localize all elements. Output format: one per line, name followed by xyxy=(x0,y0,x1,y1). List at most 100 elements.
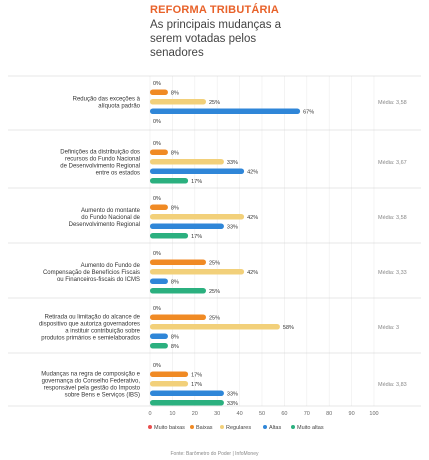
data-label: 17% xyxy=(191,179,202,185)
legend-marker xyxy=(220,425,224,429)
source-note: Fonte: Barômetro do Poder | InfoMoney xyxy=(170,451,259,457)
category-label: sobre Bens e Serviços (IBS) xyxy=(65,392,140,398)
bar-altas xyxy=(150,333,168,339)
bar-baixas xyxy=(150,204,168,210)
category-label: ou Financeiros-fiscais do ICMS xyxy=(57,277,140,283)
data-label: 25% xyxy=(209,289,220,295)
data-label: 0% xyxy=(153,141,161,147)
x-tick-label: 90 xyxy=(349,411,355,417)
data-label: 0% xyxy=(153,119,161,125)
bar-chart: 0 10 20 30 40 50 60 70 80 90 100 Redução das exceçõ… xyxy=(8,75,421,431)
x-tick-label: 0 xyxy=(148,411,151,417)
data-label: 0% xyxy=(153,306,161,312)
data-label: 8% xyxy=(171,205,179,211)
category-label: do Fundo Nacional de xyxy=(81,215,140,221)
x-tick-label: 40 xyxy=(237,411,243,417)
x-tick-label: 50 xyxy=(259,411,265,417)
media-label: Média: 3,58 xyxy=(378,100,407,106)
legend-marker xyxy=(263,425,267,429)
data-label: 17% xyxy=(191,372,202,378)
data-label: 25% xyxy=(209,260,220,266)
data-label: 42% xyxy=(247,169,258,175)
data-label: 0% xyxy=(153,251,161,257)
legend-marker xyxy=(291,425,295,429)
bar-baixas xyxy=(150,259,206,265)
data-label: 8% xyxy=(171,150,179,156)
data-label: 25% xyxy=(209,100,220,106)
x-tick-label: 30 xyxy=(214,411,220,417)
bar-muito-altas xyxy=(150,288,206,294)
category-label: Desenvolvimento Regional xyxy=(69,222,140,228)
data-label: 0% xyxy=(153,196,161,202)
bar-baixas xyxy=(150,149,168,155)
data-label: 8% xyxy=(171,344,179,350)
legend-entry: Muito baixas xyxy=(154,425,185,431)
bar-muito-altas xyxy=(150,178,189,184)
data-label: 17% xyxy=(191,234,202,240)
category-label: a instituir contribuição sobre xyxy=(65,328,140,334)
data-label: 33% xyxy=(227,391,238,397)
x-tick-label: 100 xyxy=(369,411,378,417)
data-label: 33% xyxy=(227,160,238,166)
bar-altas xyxy=(150,278,168,284)
bar-regulares xyxy=(150,324,280,330)
bar-muito-altas xyxy=(150,400,224,406)
bar-muito-altas xyxy=(150,233,189,239)
bar-regulares xyxy=(150,381,189,387)
bar-baixas xyxy=(150,314,206,320)
legend-marker xyxy=(190,425,194,429)
category-label: de Desenvolvimento Regional xyxy=(60,163,140,169)
media-label: Média: 3,58 xyxy=(378,215,407,221)
legend-entry: Baixas xyxy=(196,425,213,431)
category-label: Retirada ou limitação do alcance de xyxy=(45,314,141,320)
bar-altas xyxy=(150,168,245,174)
x-tick-label: 10 xyxy=(169,411,175,417)
category-label: Aumento do montante xyxy=(81,208,141,214)
category-label: produtos primários e semielaborados xyxy=(41,335,140,341)
bar-altas xyxy=(150,390,224,396)
media-label: Média: 3,33 xyxy=(378,270,407,276)
data-label: 42% xyxy=(247,270,258,276)
bar-baixas xyxy=(150,89,168,95)
bar-regulares xyxy=(150,214,245,220)
x-tick-label: 60 xyxy=(281,411,287,417)
category-label: recursos do Fundo Nacional xyxy=(65,156,140,162)
media-label: Média: 3,67 xyxy=(378,160,407,166)
data-label: 8% xyxy=(171,334,179,340)
category-label: Redução das exceções à xyxy=(73,96,141,102)
legend-entry: Altas xyxy=(269,425,281,431)
x-tick-label: 80 xyxy=(326,411,332,417)
bar-regulares xyxy=(150,99,206,105)
category-label: governança do Conselho Federativo, xyxy=(42,378,141,384)
category-label: Mudanças na regra de composição e xyxy=(41,371,140,377)
data-label: 8% xyxy=(171,90,179,96)
data-label: 33% xyxy=(227,224,238,230)
media-label: Média: 3,83 xyxy=(378,382,407,388)
bar-altas xyxy=(150,108,301,114)
chart-title: REFORMA TRIBUTÁRIA xyxy=(150,4,280,16)
bar-baixas xyxy=(150,371,189,377)
legend-entry: Muito altas xyxy=(297,425,324,431)
data-label: 33% xyxy=(227,401,238,407)
data-label: 25% xyxy=(209,315,220,321)
data-label: 0% xyxy=(153,81,161,87)
data-label: 58% xyxy=(283,325,294,331)
data-label: 8% xyxy=(171,279,179,285)
legend-marker xyxy=(148,425,152,429)
x-tick-label: 70 xyxy=(304,411,310,417)
x-tick-label: 20 xyxy=(192,411,198,417)
bar-altas xyxy=(150,223,224,229)
data-label: 42% xyxy=(247,215,258,221)
bar-muito-altas xyxy=(150,343,168,349)
category-label: Compensação de Benefícios Fiscais xyxy=(43,270,140,276)
bar-regulares xyxy=(150,269,245,275)
data-label: 0% xyxy=(153,363,161,369)
category-label: alíquota padrão xyxy=(98,103,140,109)
legend-entry: Regulares xyxy=(226,425,251,431)
media-label: Média: 3 xyxy=(378,325,399,331)
category-label: dispositivo que autoriza governadores xyxy=(39,321,140,327)
chart-subtitle: As principais mudanças a serem votadas p… xyxy=(150,19,282,59)
category-label: Aumento do Fundo de xyxy=(81,263,141,269)
data-label: 67% xyxy=(303,109,314,115)
data-label: 17% xyxy=(191,382,202,388)
